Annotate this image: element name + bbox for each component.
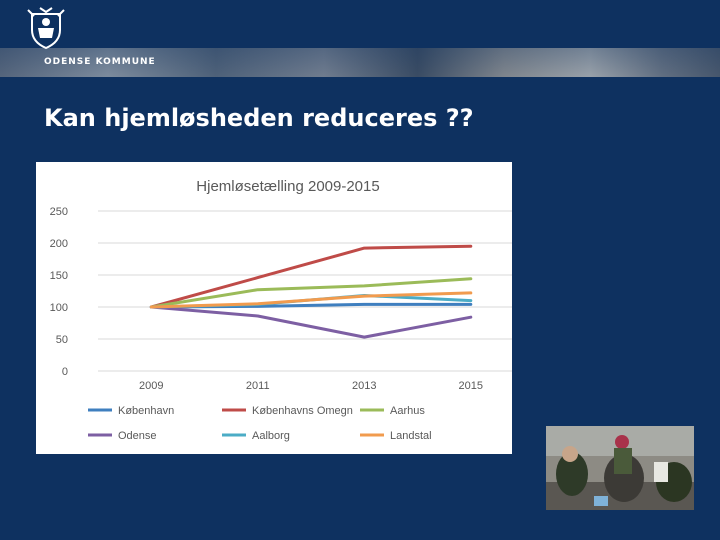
photo-strip xyxy=(0,48,720,77)
org-name: ODENSE KOMMUNE xyxy=(44,57,156,67)
series-line-landstal xyxy=(149,291,473,309)
x-tick-label: 2009 xyxy=(139,380,163,392)
y-tick-label: 250 xyxy=(50,206,68,218)
x-tick-label: 2015 xyxy=(459,380,483,392)
chart-title: Hjemløsetælling 2009-2015 xyxy=(196,178,379,195)
y-tick-label: 50 xyxy=(56,334,68,346)
chart-container: 0 50 100 150 200 250 2009 2011 2013 2015 Københav… xyxy=(36,162,512,454)
y-tick-label: 100 xyxy=(50,302,68,314)
legend-label: Aalborg xyxy=(252,430,290,442)
odense-coat-of-arms-icon xyxy=(27,7,65,50)
legend-label: Københavns Omegn xyxy=(252,405,353,417)
photo-strip-shade xyxy=(0,48,720,77)
header-banner: ODENSE KOMMUNE xyxy=(0,0,720,77)
legend-label: Odense xyxy=(118,430,157,442)
y-tick-label: 200 xyxy=(50,238,68,250)
y-tick-label: 150 xyxy=(50,270,68,282)
series-line-aarhus xyxy=(149,277,473,309)
legend-label: Aarhus xyxy=(390,405,425,417)
x-tick-label: 2011 xyxy=(246,380,270,392)
slide-title: Kan hjemløsheden reduceres ?? xyxy=(44,104,474,132)
legend-label: København xyxy=(118,405,174,417)
x-tick-label: 2013 xyxy=(352,380,376,392)
series-line-odense xyxy=(149,305,473,339)
legend-label: Landstal xyxy=(390,430,432,442)
line-chart: 0 50 100 150 200 250 2009 2011 2013 2015 Københav… xyxy=(50,178,512,442)
y-tick-label: 0 xyxy=(62,366,68,378)
homeless-people-photo xyxy=(546,426,694,510)
series-line-københavns-omegn xyxy=(149,244,473,309)
